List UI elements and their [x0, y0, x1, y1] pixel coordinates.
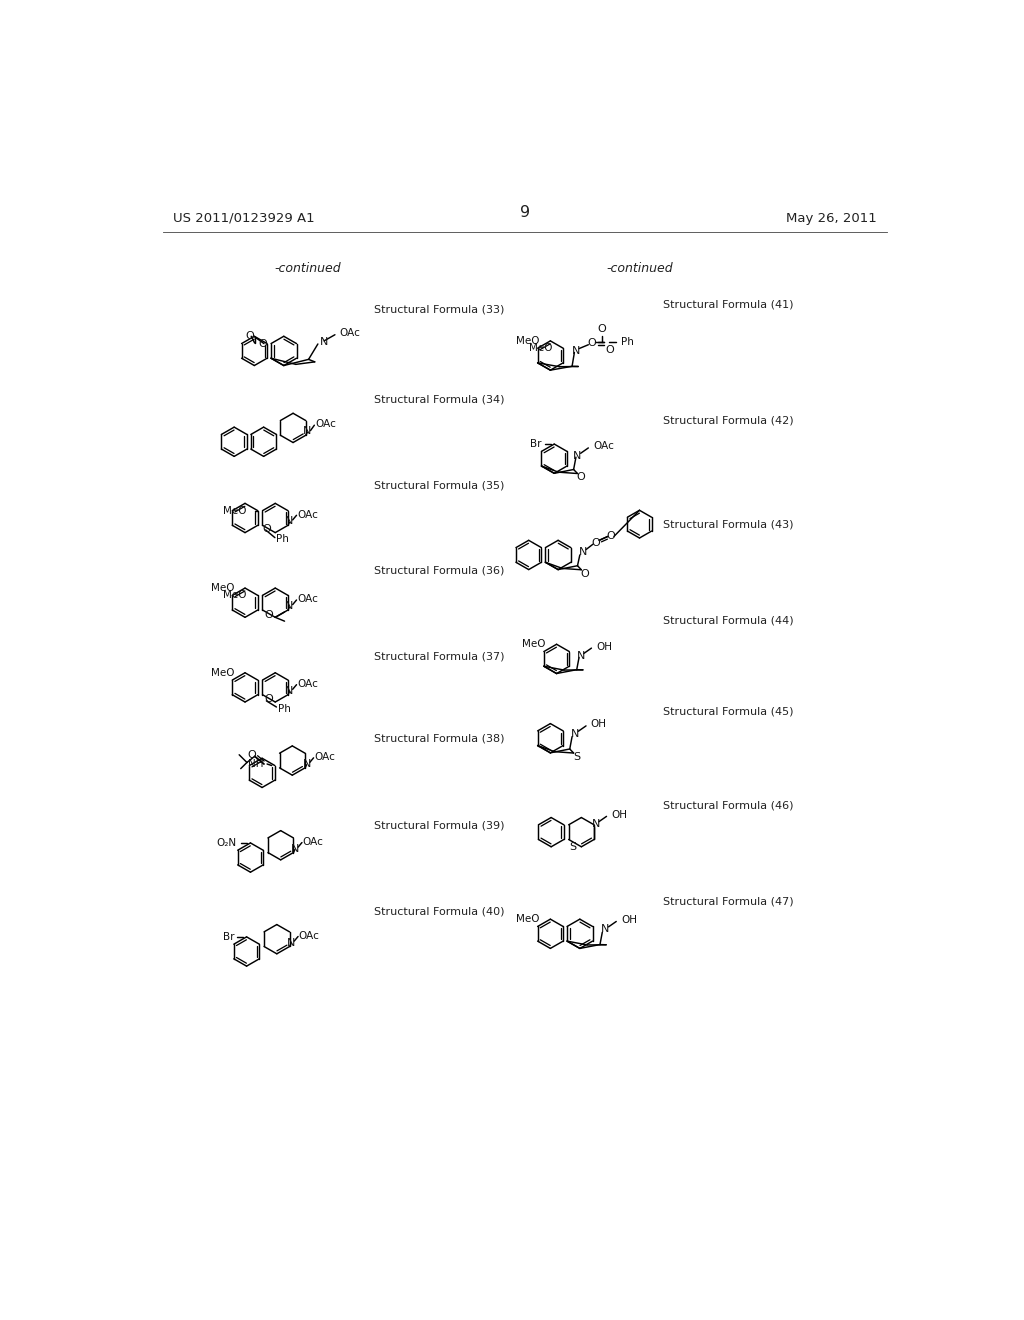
Text: MeO: MeO	[223, 506, 247, 516]
Text: O₂N: O₂N	[216, 838, 237, 847]
Text: Structural Formula (37): Structural Formula (37)	[375, 652, 505, 661]
Text: OAc: OAc	[297, 510, 318, 520]
Text: MeO: MeO	[528, 343, 552, 354]
Text: OAc: OAc	[297, 594, 318, 605]
Text: Ph: Ph	[278, 704, 291, 714]
Text: Structural Formula (40): Structural Formula (40)	[375, 907, 505, 916]
Text: Structural Formula (41): Structural Formula (41)	[663, 300, 794, 310]
Text: Structural Formula (45): Structural Formula (45)	[663, 706, 794, 717]
Text: N: N	[286, 686, 294, 696]
Text: Structural Formula (47): Structural Formula (47)	[663, 896, 794, 907]
Text: Structural Formula (33): Structural Formula (33)	[375, 305, 505, 314]
Text: OAc: OAc	[593, 441, 613, 451]
Text: OAc: OAc	[303, 837, 324, 846]
Text: MeO: MeO	[516, 335, 540, 346]
Text: N: N	[302, 759, 311, 770]
Text: OH: OH	[611, 810, 627, 820]
Text: Structural Formula (35): Structural Formula (35)	[375, 480, 505, 491]
Text: O: O	[264, 610, 273, 619]
Text: N: N	[286, 601, 294, 611]
Text: MeO: MeO	[211, 668, 234, 677]
Text: 9: 9	[520, 205, 529, 220]
Text: N: N	[577, 651, 585, 661]
Text: N: N	[291, 843, 299, 854]
Text: MeO: MeO	[522, 639, 546, 649]
Text: O: O	[263, 524, 271, 535]
Text: -continued: -continued	[606, 263, 673, 276]
Text: N: N	[286, 516, 294, 527]
Text: OAc: OAc	[299, 931, 319, 941]
Text: OAc: OAc	[297, 678, 318, 689]
Text: N: N	[579, 546, 587, 557]
Text: O: O	[606, 532, 615, 541]
Text: Structural Formula (36): Structural Formula (36)	[375, 565, 505, 576]
Text: Structural Formula (43): Structural Formula (43)	[663, 519, 794, 529]
Text: O: O	[587, 338, 596, 348]
Text: OAc: OAc	[340, 329, 360, 338]
Text: OAc: OAc	[315, 420, 336, 429]
Text: Structural Formula (34): Structural Formula (34)	[375, 395, 505, 404]
Text: OH: OH	[621, 915, 637, 925]
Text: MeO: MeO	[516, 915, 540, 924]
Text: MeO: MeO	[223, 590, 247, 601]
Text: N: N	[601, 924, 609, 935]
Text: Structural Formula (42): Structural Formula (42)	[663, 416, 794, 425]
Text: O: O	[597, 323, 606, 334]
Text: Ph: Ph	[621, 337, 634, 347]
Text: May 26, 2011: May 26, 2011	[785, 213, 877, 224]
Text: -continued: -continued	[274, 263, 341, 276]
Text: N: N	[287, 937, 295, 948]
Text: N: N	[303, 426, 311, 437]
Text: O: O	[591, 537, 600, 548]
Text: Ph: Ph	[276, 535, 290, 544]
Text: N: N	[571, 346, 581, 356]
Text: N: N	[592, 820, 600, 829]
Text: Br: Br	[222, 932, 234, 942]
Text: O: O	[605, 345, 614, 355]
Text: OAc: OAc	[314, 752, 335, 762]
Text: US 2011/0123929 A1: US 2011/0123929 A1	[173, 213, 314, 224]
Text: N: N	[573, 450, 582, 461]
Text: O: O	[258, 339, 267, 348]
Text: Structural Formula (39): Structural Formula (39)	[375, 821, 505, 832]
Text: MeO: MeO	[211, 583, 234, 593]
Text: O: O	[577, 473, 585, 482]
Text: OH: OH	[591, 719, 606, 730]
Text: O: O	[581, 569, 589, 578]
Text: S: S	[569, 842, 577, 853]
Text: O: O	[264, 694, 273, 705]
Text: N: N	[321, 338, 329, 347]
Text: Structural Formula (38): Structural Formula (38)	[375, 734, 505, 744]
Text: NH: NH	[248, 759, 263, 770]
Text: N: N	[571, 729, 580, 739]
Text: Br: Br	[530, 440, 542, 449]
Text: S: S	[573, 752, 581, 762]
Text: O: O	[247, 750, 256, 760]
Text: OH: OH	[596, 642, 612, 652]
Text: Structural Formula (46): Structural Formula (46)	[663, 800, 794, 810]
Text: O: O	[246, 331, 254, 342]
Text: Structural Formula (44): Structural Formula (44)	[663, 615, 794, 626]
